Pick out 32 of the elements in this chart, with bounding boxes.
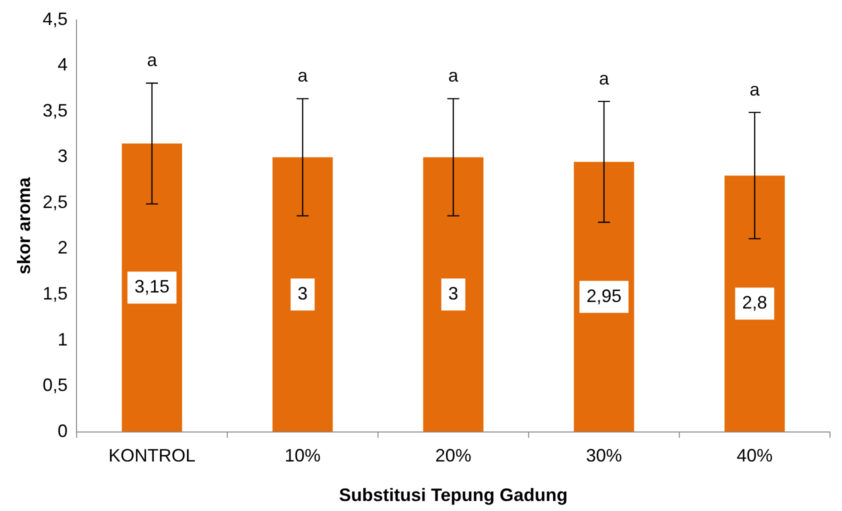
bar [423, 157, 484, 432]
y-tick-label: 3,5 [42, 100, 68, 120]
data-label: 2,95 [586, 286, 622, 306]
x-axis-title: Substitusi Tepung Gadung [338, 485, 568, 506]
x-tick-label: KONTROL [108, 446, 196, 466]
annotation: a [448, 66, 460, 86]
bar [272, 157, 333, 432]
y-tick-label: 2,5 [42, 192, 68, 212]
data-label: 3,15 [134, 276, 170, 297]
y-axis-title: skor aroma [14, 176, 34, 274]
data-label: 2,8 [742, 292, 768, 313]
y-tick-label: 0,5 [42, 375, 68, 396]
x-tick-label: 30% [586, 446, 622, 466]
y-tick-label: 3 [58, 146, 68, 166]
y-tick-label: 1 [58, 329, 68, 350]
bar [574, 162, 634, 432]
y-tick-label: 4 [58, 54, 68, 75]
data-label: 3 [298, 284, 308, 304]
annotation: a [750, 79, 761, 100]
y-tick-label: 4,5 [42, 8, 68, 29]
annotation: a [298, 66, 309, 86]
x-tick-label: 20% [435, 446, 472, 466]
y-tick-label: 1,5 [42, 284, 68, 304]
bar [724, 176, 785, 432]
x-tick-label: 40% [736, 446, 773, 466]
data-label: 3 [448, 284, 458, 304]
annotation: a [598, 68, 610, 88]
y-tick-label: 2 [58, 238, 68, 258]
annotation: a [146, 50, 158, 70]
x-tick-label: 10% [284, 446, 321, 466]
bar [122, 144, 182, 432]
y-tick-label: 0 [58, 420, 68, 441]
